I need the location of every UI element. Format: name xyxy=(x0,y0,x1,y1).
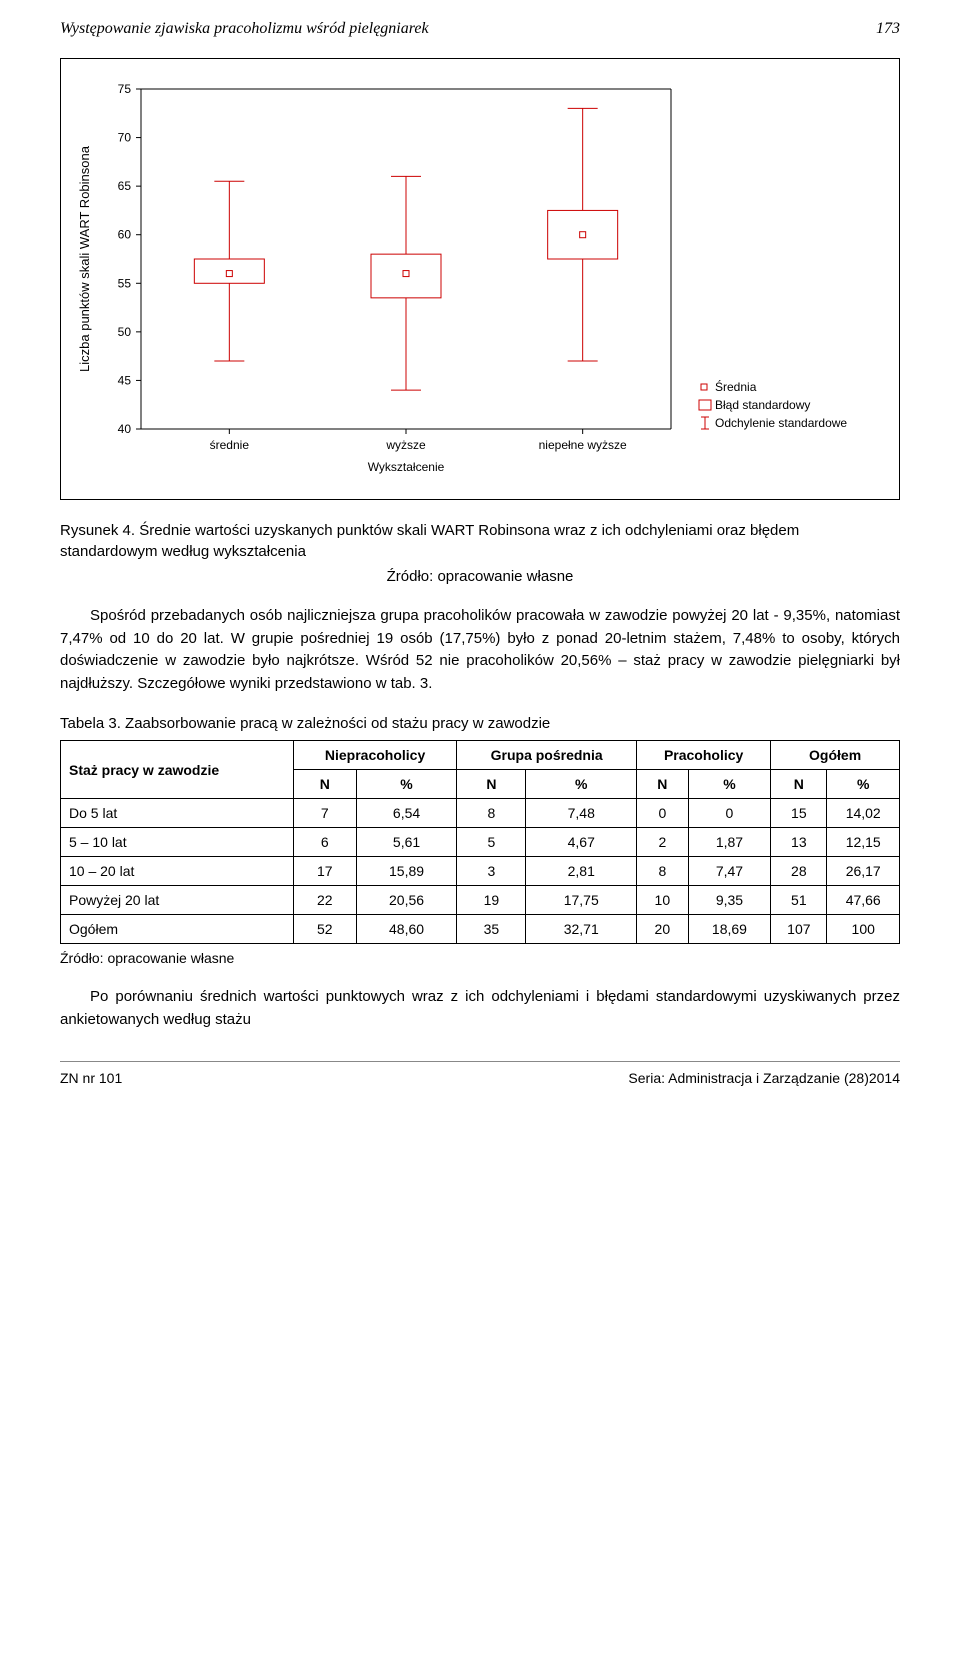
svg-text:niepełne wyższe: niepełne wyższe xyxy=(539,438,627,452)
table-row: Do 5 lat76,5487,48001514,02 xyxy=(61,799,900,828)
table-source: Źródło: opracowanie własne xyxy=(60,950,900,966)
svg-text:średnie: średnie xyxy=(210,438,250,452)
table-cell: 4,67 xyxy=(526,828,637,857)
sub-header: N xyxy=(637,770,689,799)
header-page-number: 173 xyxy=(876,20,900,38)
table-cell: 107 xyxy=(771,915,827,944)
table-row: 5 – 10 lat65,6154,6721,871312,15 xyxy=(61,828,900,857)
table-cell: 20 xyxy=(637,915,689,944)
sub-header: % xyxy=(827,770,900,799)
table-cell: 12,15 xyxy=(827,828,900,857)
row-label: 10 – 20 lat xyxy=(61,857,294,886)
table-cell: 47,66 xyxy=(827,886,900,915)
table-cell: 10 xyxy=(637,886,689,915)
table-cell: 35 xyxy=(457,915,526,944)
sub-header: N xyxy=(457,770,526,799)
table-header-row-1: Staż pracy w zawodzie Niepracoholicy Gru… xyxy=(61,741,900,770)
table-cell: 7 xyxy=(293,799,356,828)
row-label: Do 5 lat xyxy=(61,799,294,828)
table-cell: 0 xyxy=(688,799,771,828)
svg-text:wyższe: wyższe xyxy=(385,438,426,452)
svg-text:Liczba punktów skali WART Robi: Liczba punktów skali WART Robinsona xyxy=(77,145,92,372)
svg-text:55: 55 xyxy=(118,276,132,290)
header-title: Występowanie zjawiska pracoholizmu wśród… xyxy=(60,20,429,38)
table-cell: 5,61 xyxy=(356,828,457,857)
table-cell: 48,60 xyxy=(356,915,457,944)
table-cell: 9,35 xyxy=(688,886,771,915)
table-cell: 32,71 xyxy=(526,915,637,944)
table-cell: 7,48 xyxy=(526,799,637,828)
table-row: 10 – 20 lat1715,8932,8187,472826,17 xyxy=(61,857,900,886)
table-row: Powyżej 20 lat2220,561917,75109,355147,6… xyxy=(61,886,900,915)
svg-text:70: 70 xyxy=(118,131,132,145)
table-cell: 51 xyxy=(771,886,827,915)
paragraph-1: Spośród przebadanych osób najliczniejsza… xyxy=(60,605,900,695)
boxplot-svg: 40 45 50 55 60 65 70 75 Liczba punktów skali WAR… xyxy=(71,69,891,489)
row-label: Ogółem xyxy=(61,915,294,944)
table-cell: 52 xyxy=(293,915,356,944)
group-header: Pracoholicy xyxy=(637,741,771,770)
page-footer: ZN nr 101 Seria: Administracja i Zarządz… xyxy=(60,1061,900,1086)
figure-caption: Rysunek 4. Średnie wartości uzyskanych p… xyxy=(60,520,900,562)
svg-text:60: 60 xyxy=(118,228,132,242)
svg-text:Wykształcenie: Wykształcenie xyxy=(368,460,445,474)
table-cell: 15,89 xyxy=(356,857,457,886)
table-cell: 3 xyxy=(457,857,526,886)
table-cell: 20,56 xyxy=(356,886,457,915)
svg-text:Błąd standardowy: Błąd standardowy xyxy=(715,398,810,412)
table-cell: 26,17 xyxy=(827,857,900,886)
table-cell: 0 xyxy=(637,799,689,828)
svg-text:65: 65 xyxy=(118,179,132,193)
sub-header: % xyxy=(526,770,637,799)
table-cell: 100 xyxy=(827,915,900,944)
table-cell: 8 xyxy=(637,857,689,886)
page-header: Występowanie zjawiska pracoholizmu wśród… xyxy=(60,20,900,38)
table-cell: 17,75 xyxy=(526,886,637,915)
table-cell: 2 xyxy=(637,828,689,857)
table-cell: 8 xyxy=(457,799,526,828)
table-cell: 28 xyxy=(771,857,827,886)
table-cell: 22 xyxy=(293,886,356,915)
svg-text:45: 45 xyxy=(118,373,132,387)
table-cell: 13 xyxy=(771,828,827,857)
figure-caption-text: Średnie wartości uzyskanych punktów skal… xyxy=(60,522,799,560)
sub-header: N xyxy=(293,770,356,799)
svg-text:Średnia: Średnia xyxy=(715,379,757,394)
boxplot-chart: 40 45 50 55 60 65 70 75 Liczba punktów skali WAR… xyxy=(60,58,900,500)
table-cell: 1,87 xyxy=(688,828,771,857)
table-cell: 18,69 xyxy=(688,915,771,944)
figure-caption-label: Rysunek 4. xyxy=(60,522,135,539)
group-header: Niepracoholicy xyxy=(293,741,456,770)
row-header-label: Staż pracy w zawodzie xyxy=(61,741,294,799)
svg-text:Odchylenie standardowe: Odchylenie standardowe xyxy=(715,416,847,430)
table-cell: 6 xyxy=(293,828,356,857)
table-caption: Tabela 3. Zaabsorbowanie pracą w zależno… xyxy=(60,715,900,732)
table-cell: 14,02 xyxy=(827,799,900,828)
table-cell: 2,81 xyxy=(526,857,637,886)
table-cell: 6,54 xyxy=(356,799,457,828)
sub-header: N xyxy=(771,770,827,799)
group-header: Grupa pośrednia xyxy=(457,741,637,770)
table-cell: 15 xyxy=(771,799,827,828)
sub-header: % xyxy=(356,770,457,799)
row-label: 5 – 10 lat xyxy=(61,828,294,857)
svg-text:40: 40 xyxy=(118,422,132,436)
svg-text:50: 50 xyxy=(118,325,132,339)
table-cell: 5 xyxy=(457,828,526,857)
sub-header: % xyxy=(688,770,771,799)
svg-text:75: 75 xyxy=(118,82,132,96)
table-row: Ogółem5248,603532,712018,69107100 xyxy=(61,915,900,944)
figure-source: Źródło: opracowanie własne xyxy=(60,568,900,585)
table-cell: 19 xyxy=(457,886,526,915)
footer-right: Seria: Administracja i Zarządzanie (28)2… xyxy=(628,1070,900,1086)
footer-left: ZN nr 101 xyxy=(60,1070,122,1086)
table-cell: 7,47 xyxy=(688,857,771,886)
row-label: Powyżej 20 lat xyxy=(61,886,294,915)
table-cell: 17 xyxy=(293,857,356,886)
data-table: Staż pracy w zawodzie Niepracoholicy Gru… xyxy=(60,740,900,944)
paragraph-2: Po porównaniu średnich wartości punktowy… xyxy=(60,986,900,1031)
group-header: Ogółem xyxy=(771,741,900,770)
